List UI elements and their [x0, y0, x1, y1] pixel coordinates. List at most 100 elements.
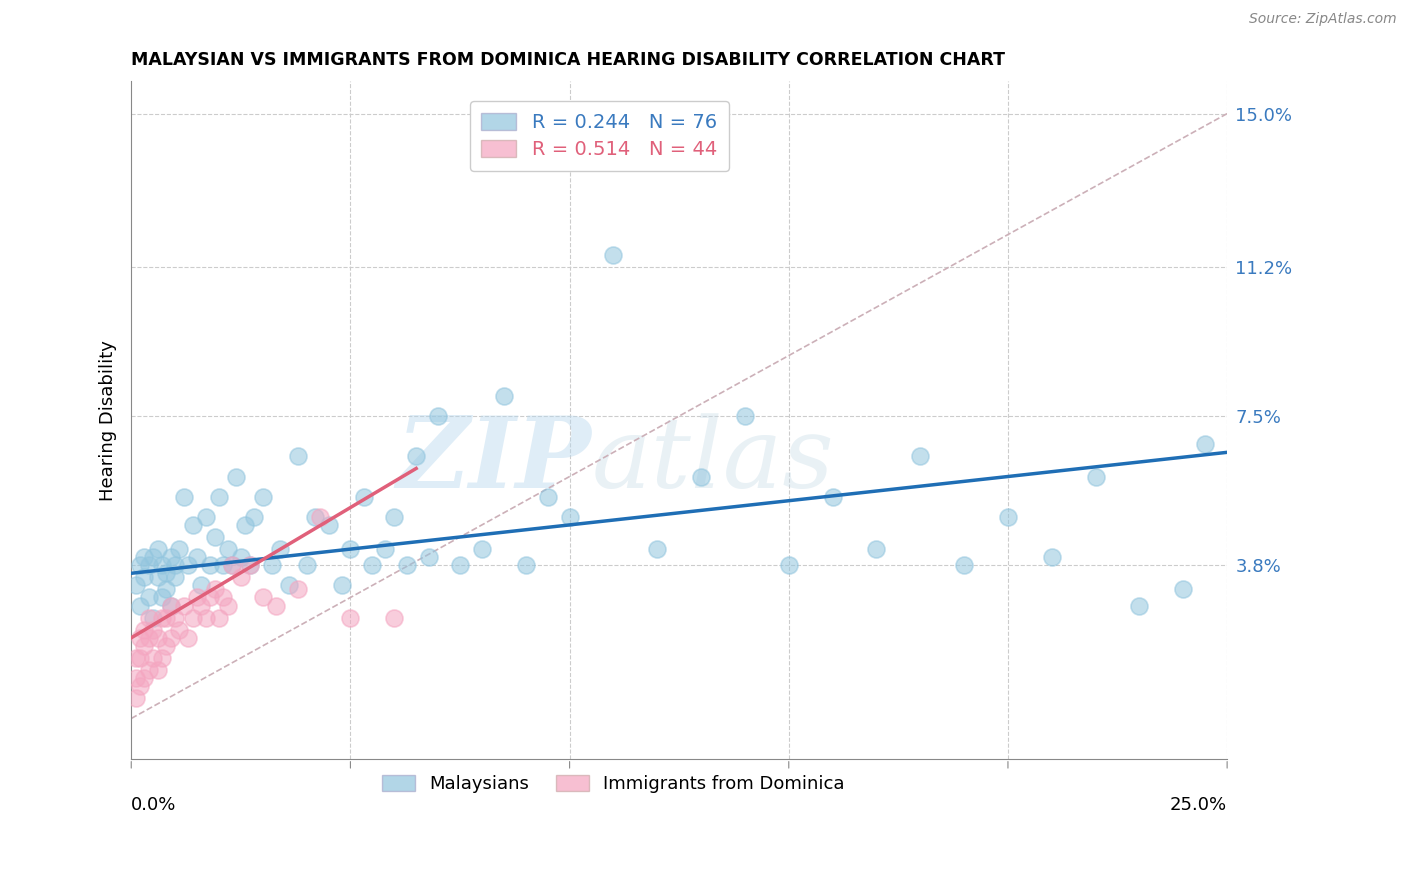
Point [134, 639, 156, 653]
Point [602, 248, 624, 262]
Point [150, 558, 173, 573]
Point [558, 509, 581, 524]
Text: 0.0%: 0.0% [131, 796, 177, 814]
Point [405, 450, 427, 464]
Point [134, 623, 156, 637]
Point [138, 558, 160, 573]
Point [138, 610, 160, 624]
Point [165, 610, 187, 624]
Point [239, 558, 262, 573]
Point [225, 469, 247, 483]
Point [396, 558, 419, 573]
Point [165, 558, 187, 573]
Point [129, 651, 152, 665]
Point [165, 570, 187, 584]
Point [229, 550, 252, 565]
Point [198, 591, 221, 605]
Point [252, 490, 274, 504]
Point [1084, 469, 1107, 483]
Point [124, 691, 146, 706]
Point [374, 542, 396, 557]
Text: 25.0%: 25.0% [1170, 796, 1227, 814]
Point [173, 490, 195, 504]
Y-axis label: Hearing Disability: Hearing Disability [100, 340, 117, 500]
Legend: Malaysians, Immigrants from Dominica: Malaysians, Immigrants from Dominica [375, 768, 852, 800]
Point [997, 509, 1019, 524]
Point [778, 558, 800, 573]
Point [155, 582, 177, 597]
Point [129, 679, 152, 693]
Point [177, 558, 200, 573]
Point [269, 542, 291, 557]
Point [252, 591, 274, 605]
Point [734, 409, 756, 423]
Point [1128, 599, 1150, 613]
Point [134, 550, 156, 565]
Point [159, 599, 181, 613]
Point [260, 558, 283, 573]
Point [186, 550, 208, 565]
Point [1194, 437, 1216, 451]
Point [278, 578, 301, 592]
Point [953, 558, 976, 573]
Point [169, 542, 191, 557]
Point [194, 509, 217, 524]
Point [537, 490, 560, 504]
Point [159, 550, 181, 565]
Point [142, 623, 165, 637]
Point [129, 599, 152, 613]
Point [330, 578, 353, 592]
Point [155, 566, 177, 581]
Point [471, 542, 494, 557]
Point [339, 610, 361, 624]
Point [138, 631, 160, 645]
Point [212, 558, 235, 573]
Point [150, 610, 173, 624]
Point [124, 671, 146, 685]
Point [645, 542, 668, 557]
Point [159, 599, 181, 613]
Point [690, 469, 713, 483]
Point [353, 490, 375, 504]
Point [150, 651, 173, 665]
Point [243, 509, 266, 524]
Point [138, 591, 160, 605]
Point [361, 558, 384, 573]
Point [865, 542, 887, 557]
Point [150, 591, 173, 605]
Point [264, 599, 287, 613]
Point [295, 558, 318, 573]
Point [449, 558, 471, 573]
Point [204, 530, 226, 544]
Point [1040, 550, 1063, 565]
Point [339, 542, 361, 557]
Point [159, 631, 181, 645]
Point [177, 631, 200, 645]
Point [221, 558, 243, 573]
Point [208, 490, 231, 504]
Point [155, 639, 177, 653]
Text: MALAYSIAN VS IMMIGRANTS FROM DOMINICA HEARING DISABILITY CORRELATION CHART: MALAYSIAN VS IMMIGRANTS FROM DOMINICA HE… [131, 51, 1005, 69]
Point [146, 631, 169, 645]
Point [239, 558, 262, 573]
Point [142, 651, 165, 665]
Point [138, 663, 160, 677]
Point [382, 610, 405, 624]
Point [129, 558, 152, 573]
Point [308, 509, 330, 524]
Point [318, 517, 340, 532]
Point [287, 582, 309, 597]
Point [204, 582, 226, 597]
Point [124, 578, 146, 592]
Point [134, 570, 156, 584]
Point [910, 450, 932, 464]
Point [142, 610, 165, 624]
Point [821, 490, 844, 504]
Text: ZIP: ZIP [396, 412, 592, 509]
Point [146, 570, 169, 584]
Text: Source: ZipAtlas.com: Source: ZipAtlas.com [1249, 12, 1396, 26]
Point [217, 542, 239, 557]
Point [173, 599, 195, 613]
Point [212, 591, 235, 605]
Point [287, 450, 309, 464]
